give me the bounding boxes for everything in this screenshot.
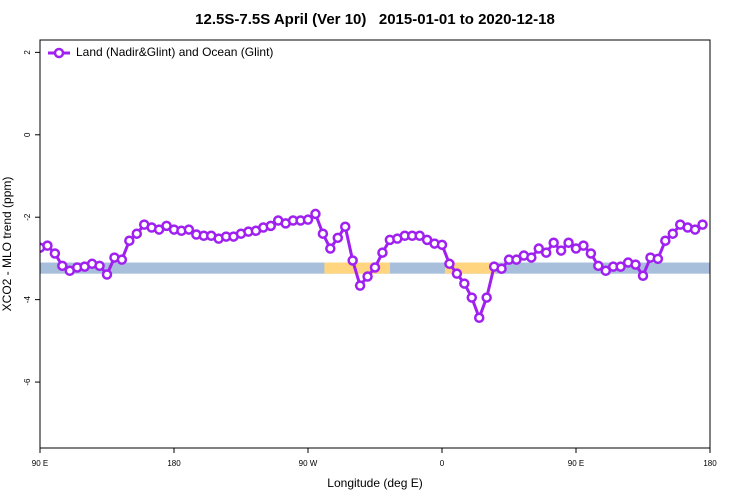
data-point [362, 271, 373, 282]
x-tick-label: 180 [703, 459, 717, 468]
land-band [324, 262, 390, 274]
data-point [124, 235, 135, 246]
data-point [637, 270, 649, 281]
data-point [101, 269, 113, 280]
x-tick-label: 90 E [568, 459, 584, 468]
data-point [265, 220, 277, 232]
data-point [548, 237, 559, 249]
chart-title: 12.5S-7.5S April (Ver 10) 2015-01-01 to … [195, 11, 555, 28]
data-point [317, 228, 329, 239]
data-point [131, 228, 143, 239]
data-point [578, 240, 589, 251]
data-point [310, 208, 321, 220]
data-point [347, 255, 358, 266]
data-point [481, 292, 492, 303]
data-point [369, 262, 381, 273]
data-point [354, 280, 366, 291]
legend-marker [53, 47, 65, 59]
data-point [689, 224, 701, 235]
data-point [444, 258, 455, 270]
y-tick-label: -6 [23, 378, 32, 386]
data-point [615, 261, 626, 272]
data-point [533, 243, 545, 254]
data-point [94, 260, 105, 272]
data-point [540, 247, 552, 258]
data-point [466, 292, 478, 303]
data-point [325, 243, 336, 254]
x-axis-label: Longitude (deg E) [327, 476, 422, 490]
data-point [630, 259, 641, 270]
data-point [526, 252, 537, 263]
y-tick-label: 2 [23, 50, 32, 55]
x-tick-label: 90 W [299, 459, 318, 468]
data-point [660, 235, 671, 246]
data-point [42, 240, 53, 251]
y-tick-label: 0 [23, 132, 32, 137]
data-point [57, 260, 68, 272]
land-band [444, 262, 496, 274]
data-point [667, 228, 679, 239]
data-point [600, 265, 612, 277]
data-point [473, 312, 485, 324]
data-point [414, 230, 425, 242]
y-tick-label: -4 [23, 296, 32, 304]
data-point [302, 214, 314, 225]
x-tick-label: 90 E [32, 459, 48, 468]
data-point [555, 245, 567, 256]
data-point [563, 237, 574, 249]
data-point [451, 268, 463, 279]
data-point [183, 224, 195, 235]
data-point [593, 260, 604, 272]
data-point [332, 232, 344, 244]
data-point [511, 254, 522, 265]
data-point [459, 278, 470, 289]
y-tick-label: -2 [23, 213, 32, 221]
data-point [436, 239, 448, 251]
data-point [339, 221, 351, 232]
data-point [116, 254, 128, 265]
y-axis-label: XCO2 - MLO trend (ppm) [0, 177, 14, 312]
data-point [697, 219, 708, 230]
data-point [49, 248, 61, 259]
x-tick-label: 0 [440, 459, 445, 468]
x-tick-label: 180 [167, 459, 181, 468]
data-point [585, 248, 597, 259]
plot-frame [39, 39, 711, 449]
legend-label: Land (Nadir&Glint) and Ocean (Glint) [76, 45, 273, 59]
data-point [496, 263, 507, 274]
data-point [377, 247, 388, 258]
plot-area [40, 208, 708, 324]
data-point [652, 253, 664, 265]
